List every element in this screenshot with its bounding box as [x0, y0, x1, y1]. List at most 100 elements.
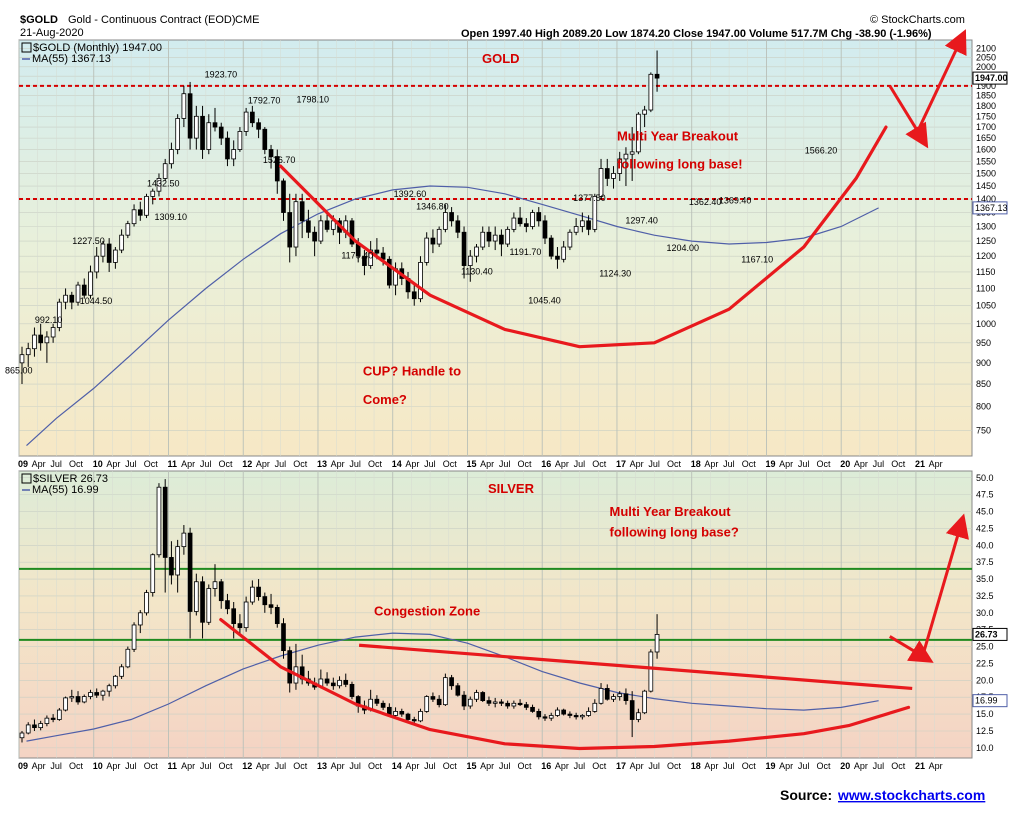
- price-label: 1044.50: [80, 296, 113, 306]
- y-tick-label: 750: [976, 425, 991, 435]
- y-tick-label: 15.0: [976, 709, 994, 719]
- x-tick-label: Jul: [125, 761, 137, 771]
- price-label: 1566.20: [805, 145, 838, 155]
- candle: [623, 688, 629, 705]
- exchange-label: CME: [235, 14, 259, 26]
- candle: [654, 50, 660, 92]
- candle: [187, 81, 193, 150]
- x-tick-label: Jul: [798, 459, 810, 469]
- x-tick-label: Oct: [69, 459, 84, 469]
- x-tick-label: Jul: [275, 761, 287, 771]
- y-tick-label: 1050: [976, 301, 996, 311]
- candle: [250, 580, 255, 605]
- silver-panel: [18, 470, 973, 759]
- gold-legend: $GOLD (Monthly) 1947.00 MA(55) 1367.13: [21, 42, 162, 65]
- candle: [467, 696, 473, 709]
- candle: [88, 265, 93, 299]
- x-tick-label: 16: [541, 761, 551, 771]
- price-label: 1369.40: [719, 195, 752, 205]
- candle: [324, 212, 330, 233]
- candle: [418, 708, 423, 723]
- candle: [573, 712, 579, 720]
- y-tick-label: 35.0: [976, 574, 994, 584]
- y-tick-label: 1450: [976, 181, 996, 191]
- y-tick-label: 1400: [976, 194, 996, 204]
- candle: [162, 479, 168, 593]
- candle: [306, 209, 311, 239]
- candle: [281, 178, 286, 221]
- candle: [654, 614, 660, 659]
- candle: [225, 593, 230, 615]
- candle: [57, 708, 62, 721]
- candle: [474, 689, 479, 702]
- candle: [256, 118, 261, 139]
- x-tick-label: Apr: [704, 761, 718, 771]
- candle: [100, 689, 106, 701]
- candle: [44, 715, 50, 727]
- candle: [81, 278, 87, 299]
- silver-title: SILVER: [488, 481, 535, 496]
- y-tick-label: 1900: [976, 81, 996, 91]
- x-tick-label: Oct: [667, 459, 682, 469]
- chart-note: following long base?: [609, 525, 738, 540]
- candle: [318, 215, 324, 245]
- price-label: 865.00: [5, 366, 33, 376]
- candle: [218, 122, 224, 145]
- y-tick-label: 20.0: [976, 675, 994, 685]
- x-tick-label: Jul: [574, 761, 586, 771]
- breakout-arrow: [921, 513, 969, 654]
- candle: [137, 201, 143, 221]
- candle: [636, 708, 641, 723]
- candle: [119, 229, 124, 254]
- candle: [193, 105, 199, 150]
- price-label: 1377.50: [573, 193, 606, 203]
- x-tick-label: 15: [466, 761, 476, 771]
- candle: [623, 147, 629, 187]
- price-label: 1227.50: [72, 236, 105, 246]
- source-link[interactable]: www.stockcharts.com: [837, 787, 985, 803]
- candle: [642, 105, 647, 128]
- x-tick-label: Oct: [817, 459, 832, 469]
- candle: [225, 131, 230, 167]
- x-tick-label: 09: [18, 761, 28, 771]
- candle: [131, 622, 137, 652]
- candle: [287, 646, 293, 693]
- candle: [113, 247, 118, 269]
- candle: [19, 346, 25, 385]
- gold-name: Gold - Continuous Contract (EOD): [68, 14, 236, 26]
- trendline: [358, 643, 913, 691]
- candle: [648, 72, 654, 113]
- candle: [156, 483, 162, 558]
- x-tick-label: Jul: [349, 459, 361, 469]
- candle: [156, 173, 162, 197]
- x-tick-label: Oct: [69, 761, 84, 771]
- candle: [455, 683, 461, 697]
- candle: [69, 689, 75, 702]
- candle: [38, 720, 43, 731]
- breakout-arrow: [918, 29, 967, 128]
- candle: [629, 127, 635, 181]
- x-tick-label: 10: [93, 459, 103, 469]
- candle: [243, 107, 249, 136]
- x-tick-label: Oct: [891, 761, 906, 771]
- candle: [580, 714, 585, 720]
- silver-legend-series: $SILVER 26.73: [33, 473, 108, 485]
- price-label: 1432.50: [147, 179, 180, 189]
- candle: [642, 689, 647, 715]
- x-tick-label: Jul: [499, 459, 511, 469]
- candle: [268, 593, 274, 615]
- silver-candles: [19, 479, 660, 743]
- price-label: 1309.10: [154, 212, 187, 222]
- candle: [411, 285, 417, 306]
- silver-ma-line: [26, 632, 879, 742]
- x-tick-label: Oct: [742, 761, 757, 771]
- candle: [598, 158, 604, 200]
- gold-legend-series: $GOLD (Monthly) 1947.00: [33, 42, 162, 54]
- price-label: 1362.40: [689, 197, 722, 207]
- candle: [536, 207, 542, 227]
- x-tick-label: Jul: [723, 459, 735, 469]
- candle: [555, 707, 560, 717]
- handle-arrow: [889, 635, 934, 663]
- x-tick-label: 11: [167, 459, 177, 469]
- x-tick-label: Jul: [798, 761, 810, 771]
